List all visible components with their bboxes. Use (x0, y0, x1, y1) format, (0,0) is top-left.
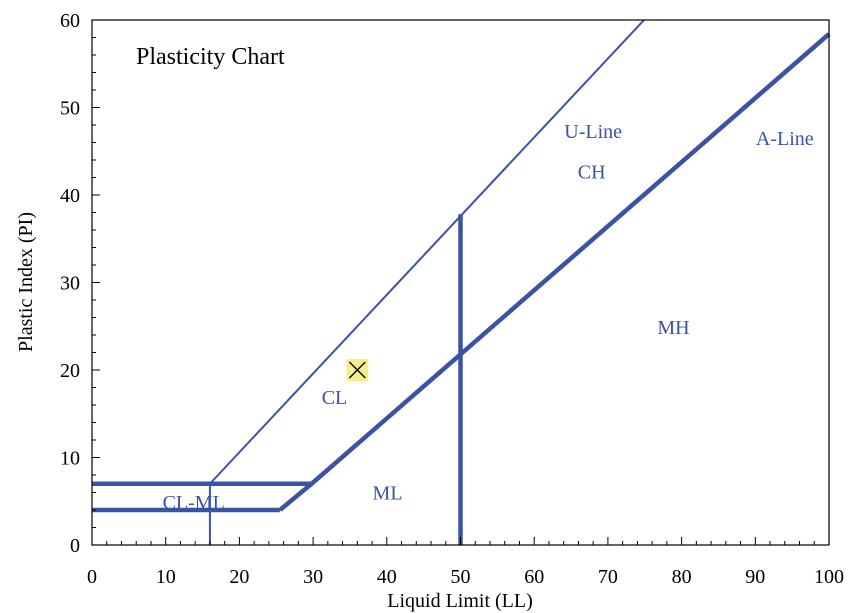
y-axis: 0 10 20 30 40 50 60 (60, 10, 100, 557)
chart-title: Plasticity Chart (136, 44, 285, 70)
a-line-series (278, 32, 831, 512)
x-tick-label: 60 (524, 566, 544, 588)
u-line-series (209, 19, 645, 485)
y-tick-label: 10 (60, 448, 80, 470)
region-label-ml: ML (373, 483, 403, 505)
region-label-ch: CH (578, 161, 606, 183)
x-tick-label: 10 (156, 566, 176, 588)
y-tick-label: 20 (60, 360, 80, 382)
y-tick-label: 40 (60, 185, 80, 207)
region-label-mh: MH (657, 317, 689, 339)
x-tick-label: 100 (814, 566, 844, 588)
x-tick-label: 20 (229, 566, 249, 588)
x-tick-label: 90 (745, 566, 765, 588)
y-tick-label: 50 (60, 98, 80, 120)
x-tick-label: 0 (87, 566, 97, 588)
x-tick-label: 50 (451, 566, 471, 588)
region-label-a-line: A-Line (756, 128, 814, 150)
x-axis: 0 10 20 30 40 50 60 70 80 90 100 (87, 537, 844, 588)
x-tick-label: 40 (377, 566, 397, 588)
data-point-marker (346, 359, 369, 381)
y-tick-label: 0 (70, 535, 80, 557)
region-label-u-line: U-Line (564, 121, 622, 143)
y-tick-label: 60 (60, 10, 80, 32)
y-axis-title: Plastic Index (PI) (15, 212, 37, 352)
x-tick-label: 30 (303, 566, 323, 588)
series-lines (92, 19, 831, 545)
data-markers (346, 359, 369, 381)
y-tick-label: 30 (60, 273, 80, 295)
x-tick-label: 80 (672, 566, 692, 588)
x-axis-title: Liquid Limit (LL) (387, 590, 533, 612)
region-label-cl: CL (322, 387, 348, 409)
x-tick-label: 70 (598, 566, 618, 588)
